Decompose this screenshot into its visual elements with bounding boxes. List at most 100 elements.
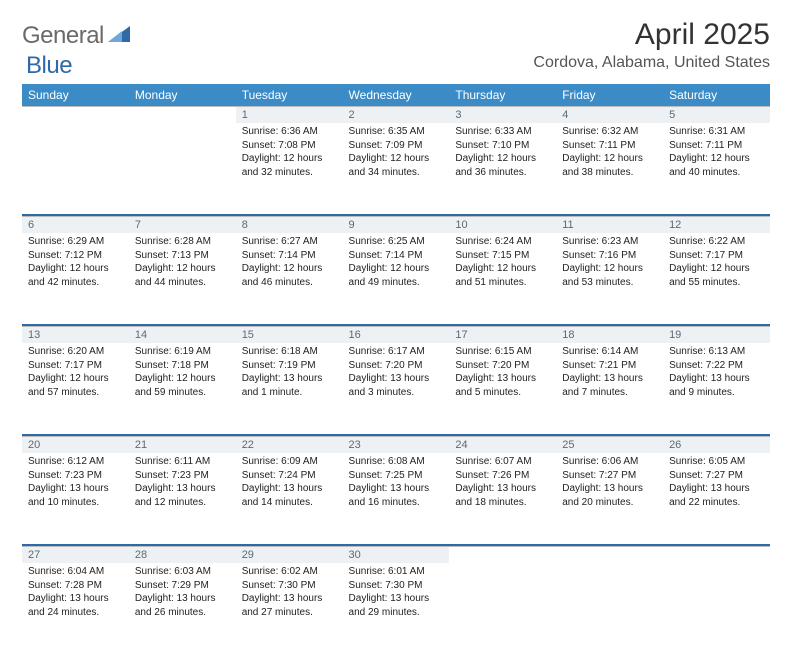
sunset-text: Sunset: 7:10 PM (455, 139, 550, 153)
sunset-text: Sunset: 7:28 PM (28, 579, 123, 593)
day-content-cell: Sunrise: 6:24 AMSunset: 7:15 PMDaylight:… (449, 233, 556, 325)
daylight-text: Daylight: 13 hours and 20 minutes. (562, 482, 657, 509)
sunrise-text: Sunrise: 6:12 AM (28, 455, 123, 469)
day-number-cell (129, 107, 236, 124)
sunrise-text: Sunrise: 6:14 AM (562, 345, 657, 359)
sunset-text: Sunset: 7:11 PM (669, 139, 764, 153)
daylight-text: Daylight: 13 hours and 29 minutes. (349, 592, 444, 619)
sunset-text: Sunset: 7:23 PM (28, 469, 123, 483)
sunrise-text: Sunrise: 6:36 AM (242, 125, 337, 139)
day-number-cell: 19 (663, 327, 770, 344)
daylight-text: Daylight: 13 hours and 9 minutes. (669, 372, 764, 399)
daylight-text: Daylight: 13 hours and 22 minutes. (669, 482, 764, 509)
daylight-text: Daylight: 13 hours and 16 minutes. (349, 482, 444, 509)
day-number-cell: 23 (343, 437, 450, 454)
day-content-cell: Sunrise: 6:14 AMSunset: 7:21 PMDaylight:… (556, 343, 663, 435)
day-number-cell: 9 (343, 217, 450, 234)
sunrise-text: Sunrise: 6:29 AM (28, 235, 123, 249)
sunset-text: Sunset: 7:23 PM (135, 469, 230, 483)
sunset-text: Sunset: 7:16 PM (562, 249, 657, 263)
day-content-cell: Sunrise: 6:11 AMSunset: 7:23 PMDaylight:… (129, 453, 236, 545)
daylight-text: Daylight: 12 hours and 36 minutes. (455, 152, 550, 179)
day-number-row: 13141516171819 (22, 327, 770, 344)
sunset-text: Sunset: 7:20 PM (349, 359, 444, 373)
day-content-cell: Sunrise: 6:28 AMSunset: 7:13 PMDaylight:… (129, 233, 236, 325)
day-number-cell (663, 547, 770, 564)
day-number-cell: 24 (449, 437, 556, 454)
sunrise-text: Sunrise: 6:04 AM (28, 565, 123, 579)
day-number-cell: 7 (129, 217, 236, 234)
day-number-cell: 15 (236, 327, 343, 344)
sunrise-text: Sunrise: 6:03 AM (135, 565, 230, 579)
sunrise-text: Sunrise: 6:28 AM (135, 235, 230, 249)
sunset-text: Sunset: 7:15 PM (455, 249, 550, 263)
sunrise-text: Sunrise: 6:11 AM (135, 455, 230, 469)
day-number-cell: 16 (343, 327, 450, 344)
day-content-row: Sunrise: 6:12 AMSunset: 7:23 PMDaylight:… (22, 453, 770, 545)
sunset-text: Sunset: 7:18 PM (135, 359, 230, 373)
day-content-cell: Sunrise: 6:15 AMSunset: 7:20 PMDaylight:… (449, 343, 556, 435)
day-number-cell: 28 (129, 547, 236, 564)
weekday-header: Thursday (449, 84, 556, 107)
sunrise-text: Sunrise: 6:31 AM (669, 125, 764, 139)
daylight-text: Daylight: 13 hours and 26 minutes. (135, 592, 230, 619)
day-content-cell: Sunrise: 6:20 AMSunset: 7:17 PMDaylight:… (22, 343, 129, 435)
day-content-cell: Sunrise: 6:12 AMSunset: 7:23 PMDaylight:… (22, 453, 129, 545)
day-content-cell: Sunrise: 6:31 AMSunset: 7:11 PMDaylight:… (663, 123, 770, 215)
sunrise-text: Sunrise: 6:35 AM (349, 125, 444, 139)
sunrise-text: Sunrise: 6:07 AM (455, 455, 550, 469)
day-number-cell: 21 (129, 437, 236, 454)
sunrise-text: Sunrise: 6:06 AM (562, 455, 657, 469)
day-number-cell: 10 (449, 217, 556, 234)
day-content-cell: Sunrise: 6:32 AMSunset: 7:11 PMDaylight:… (556, 123, 663, 215)
sunset-text: Sunset: 7:20 PM (455, 359, 550, 373)
weekday-header: Friday (556, 84, 663, 107)
brand-logo: General (22, 22, 132, 50)
day-number-cell (22, 107, 129, 124)
daylight-text: Daylight: 12 hours and 32 minutes. (242, 152, 337, 179)
day-number-cell: 12 (663, 217, 770, 234)
day-number-cell: 27 (22, 547, 129, 564)
day-content-cell: Sunrise: 6:06 AMSunset: 7:27 PMDaylight:… (556, 453, 663, 545)
sunset-text: Sunset: 7:19 PM (242, 359, 337, 373)
day-number-cell: 30 (343, 547, 450, 564)
day-content-cell: Sunrise: 6:29 AMSunset: 7:12 PMDaylight:… (22, 233, 129, 325)
weekday-header: Saturday (663, 84, 770, 107)
day-content-cell: Sunrise: 6:13 AMSunset: 7:22 PMDaylight:… (663, 343, 770, 435)
sunset-text: Sunset: 7:29 PM (135, 579, 230, 593)
sunrise-text: Sunrise: 6:05 AM (669, 455, 764, 469)
day-number-cell: 22 (236, 437, 343, 454)
sunset-text: Sunset: 7:27 PM (669, 469, 764, 483)
sunset-text: Sunset: 7:12 PM (28, 249, 123, 263)
day-content-cell: Sunrise: 6:23 AMSunset: 7:16 PMDaylight:… (556, 233, 663, 325)
sunrise-text: Sunrise: 6:13 AM (669, 345, 764, 359)
sunset-text: Sunset: 7:08 PM (242, 139, 337, 153)
day-number-cell: 1 (236, 107, 343, 124)
daylight-text: Daylight: 13 hours and 18 minutes. (455, 482, 550, 509)
day-number-cell: 18 (556, 327, 663, 344)
day-number-row: 20212223242526 (22, 437, 770, 454)
logo-triangle-icon (108, 26, 130, 47)
day-content-cell: Sunrise: 6:19 AMSunset: 7:18 PMDaylight:… (129, 343, 236, 435)
day-content-cell: Sunrise: 6:05 AMSunset: 7:27 PMDaylight:… (663, 453, 770, 545)
day-content-cell: Sunrise: 6:36 AMSunset: 7:08 PMDaylight:… (236, 123, 343, 215)
sunset-text: Sunset: 7:09 PM (349, 139, 444, 153)
day-number-cell: 13 (22, 327, 129, 344)
day-number-cell: 8 (236, 217, 343, 234)
daylight-text: Daylight: 12 hours and 34 minutes. (349, 152, 444, 179)
sunset-text: Sunset: 7:14 PM (349, 249, 444, 263)
brand-text-blue: Blue (26, 52, 72, 80)
day-number-cell: 2 (343, 107, 450, 124)
daylight-text: Daylight: 13 hours and 24 minutes. (28, 592, 123, 619)
day-content-cell: Sunrise: 6:25 AMSunset: 7:14 PMDaylight:… (343, 233, 450, 325)
day-content-cell (22, 123, 129, 215)
sunset-text: Sunset: 7:13 PM (135, 249, 230, 263)
day-content-cell: Sunrise: 6:02 AMSunset: 7:30 PMDaylight:… (236, 563, 343, 655)
day-number-row: 12345 (22, 107, 770, 124)
sunset-text: Sunset: 7:17 PM (28, 359, 123, 373)
daylight-text: Daylight: 13 hours and 10 minutes. (28, 482, 123, 509)
daylight-text: Daylight: 13 hours and 7 minutes. (562, 372, 657, 399)
day-number-cell: 14 (129, 327, 236, 344)
day-content-row: Sunrise: 6:29 AMSunset: 7:12 PMDaylight:… (22, 233, 770, 325)
day-content-cell: Sunrise: 6:07 AMSunset: 7:26 PMDaylight:… (449, 453, 556, 545)
